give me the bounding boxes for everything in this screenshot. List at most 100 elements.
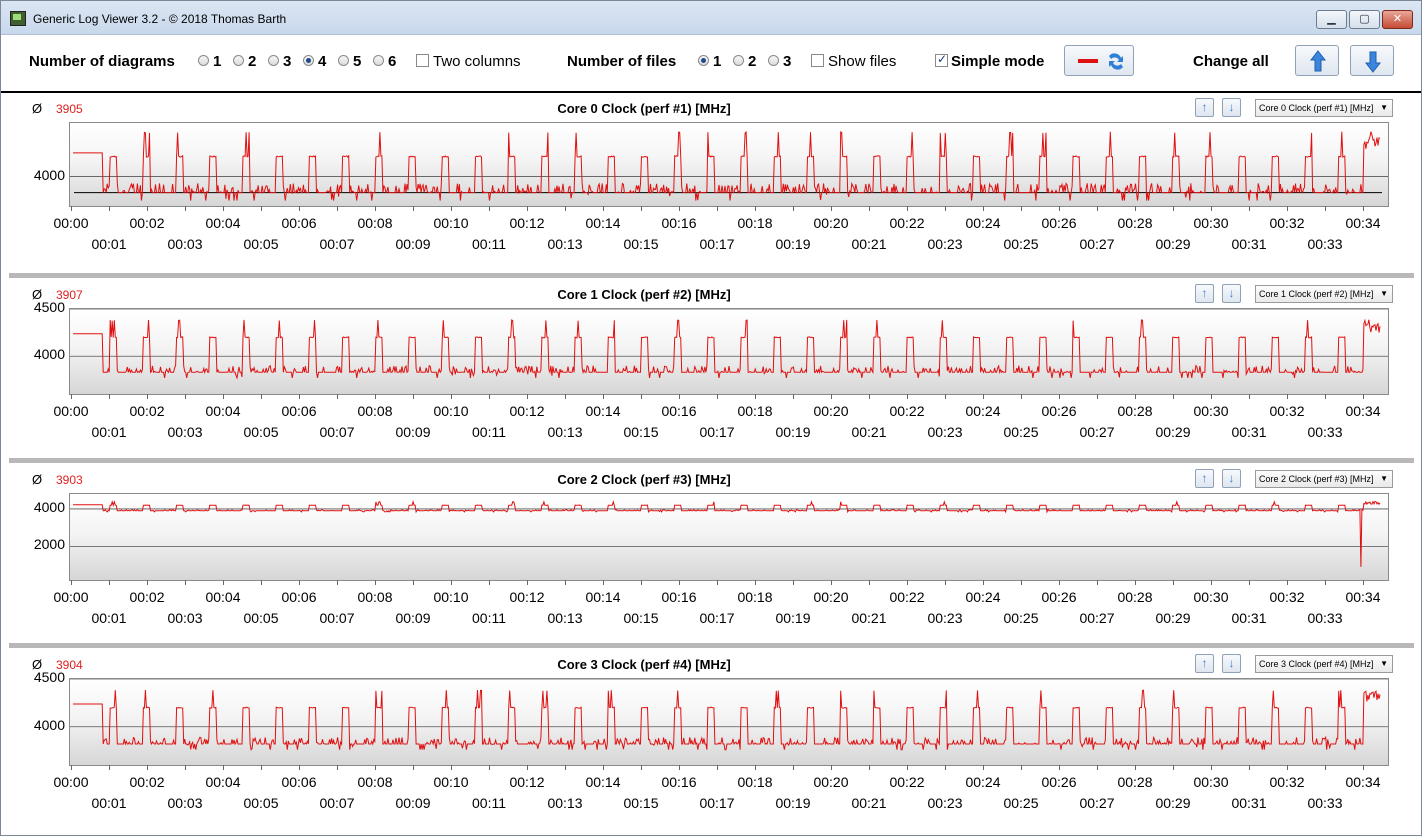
x-tick-label: 00:15 xyxy=(623,795,659,811)
files-radio-3[interactable] xyxy=(768,55,779,66)
plot-area[interactable] xyxy=(69,678,1389,766)
show-files-checkbox[interactable] xyxy=(811,54,824,67)
x-tick-label: 00:32 xyxy=(1269,403,1305,419)
x-tick xyxy=(983,206,984,211)
x-tick-label: 00:31 xyxy=(1231,795,1267,811)
x-tick-label: 00:05 xyxy=(243,610,279,626)
files-option-3[interactable]: 3 xyxy=(783,53,792,70)
diagrams-option-6[interactable]: 6 xyxy=(388,53,397,70)
x-tick xyxy=(983,394,984,399)
panel-down-button[interactable]: ↓ xyxy=(1222,654,1241,673)
files-radio-2[interactable] xyxy=(733,55,744,66)
line-swap-button[interactable] xyxy=(1064,45,1134,76)
diagrams-radio-6[interactable] xyxy=(373,55,384,66)
panel-down-button[interactable]: ↓ xyxy=(1222,98,1241,117)
two-columns-label[interactable]: Two columns xyxy=(433,53,521,70)
x-tick xyxy=(185,765,186,770)
move-all-down-button[interactable] xyxy=(1350,45,1394,76)
x-tick xyxy=(641,580,642,585)
x-tick xyxy=(413,580,414,585)
x-tick xyxy=(489,765,490,770)
x-tick xyxy=(109,394,110,399)
x-tick-label: 00:07 xyxy=(319,795,355,811)
x-tick xyxy=(983,765,984,770)
x-tick-label: 00:02 xyxy=(129,403,165,419)
x-tick xyxy=(109,765,110,770)
plot-area[interactable] xyxy=(69,122,1389,207)
average-value: 3903 xyxy=(56,473,83,487)
number-of-files-label: Number of files xyxy=(567,53,677,70)
diagrams-radio-1[interactable] xyxy=(198,55,209,66)
x-tick-label: 00:13 xyxy=(547,610,583,626)
files-option-1[interactable]: 1 xyxy=(713,53,722,70)
diagrams-option-4[interactable]: 4 xyxy=(318,53,327,70)
series-select[interactable]: Core 3 Clock (perf #4) [MHz] ▼ xyxy=(1255,655,1393,673)
x-tick-label: 00:17 xyxy=(699,424,735,440)
x-tick-label: 00:23 xyxy=(927,424,963,440)
x-tick-label: 00:17 xyxy=(699,236,735,252)
simple-mode-checkbox[interactable] xyxy=(935,52,948,67)
panel-down-button[interactable]: ↓ xyxy=(1222,284,1241,303)
panel-up-button[interactable]: ↑ xyxy=(1195,284,1214,303)
x-tick-label: 00:33 xyxy=(1307,610,1343,626)
diagrams-option-1[interactable]: 1 xyxy=(213,53,222,70)
x-tick xyxy=(1135,394,1136,399)
diagrams-option-2[interactable]: 2 xyxy=(248,53,257,70)
x-tick xyxy=(375,206,376,211)
plot-area[interactable] xyxy=(69,493,1389,581)
x-tick xyxy=(1325,580,1326,585)
close-button[interactable]: ✕ xyxy=(1382,10,1413,29)
x-tick-label: 00:21 xyxy=(851,424,887,440)
diagrams-radio-2[interactable] xyxy=(233,55,244,66)
x-tick-label: 00:04 xyxy=(205,403,241,419)
x-tick-label: 00:22 xyxy=(889,774,925,790)
move-all-up-button[interactable] xyxy=(1295,45,1339,76)
files-option-2[interactable]: 2 xyxy=(748,53,757,70)
x-tick-label: 00:30 xyxy=(1193,215,1229,231)
x-tick-label: 00:33 xyxy=(1307,795,1343,811)
plot-area[interactable] xyxy=(69,308,1389,395)
panel-splitter[interactable] xyxy=(9,643,1414,648)
diagrams-radio-5[interactable] xyxy=(338,55,349,66)
show-files-label[interactable]: Show files xyxy=(828,53,897,70)
title-bar[interactable]: Generic Log Viewer 3.2 - © 2018 Thomas B… xyxy=(1,1,1421,35)
x-tick-label: 00:18 xyxy=(737,774,773,790)
x-tick xyxy=(793,765,794,770)
diagrams-radio-4[interactable] xyxy=(303,55,314,66)
x-tick-label: 00:33 xyxy=(1307,424,1343,440)
x-tick-label: 00:29 xyxy=(1155,236,1191,252)
plot-svg xyxy=(70,500,1388,567)
maximize-button[interactable]: ▢ xyxy=(1349,10,1380,29)
diagrams-option-3[interactable]: 3 xyxy=(283,53,292,70)
x-tick-label: 00:04 xyxy=(205,589,241,605)
panel-up-button[interactable]: ↑ xyxy=(1195,654,1214,673)
minimize-button[interactable]: ▁ xyxy=(1316,10,1347,29)
panel-down-button[interactable]: ↓ xyxy=(1222,469,1241,488)
panel-splitter[interactable] xyxy=(9,458,1414,463)
x-tick-label: 00:13 xyxy=(547,795,583,811)
x-tick-label: 00:11 xyxy=(472,795,506,811)
x-tick xyxy=(679,765,680,770)
diagrams-option-5[interactable]: 5 xyxy=(353,53,362,70)
plot-svg xyxy=(70,679,1388,751)
two-columns-checkbox[interactable] xyxy=(416,54,429,67)
x-tick xyxy=(755,580,756,585)
diagrams-radio-3[interactable] xyxy=(268,55,279,66)
x-tick-label: 00:02 xyxy=(129,774,165,790)
x-tick-label: 00:27 xyxy=(1079,424,1115,440)
x-tick-label: 00:21 xyxy=(851,610,887,626)
panel-up-button[interactable]: ↑ xyxy=(1195,98,1214,117)
simple-mode-label[interactable]: Simple mode xyxy=(951,53,1045,70)
x-tick xyxy=(261,580,262,585)
panel-splitter[interactable] xyxy=(9,273,1414,278)
series-select[interactable]: Core 2 Clock (perf #3) [MHz] ▼ xyxy=(1255,470,1393,488)
x-tick-label: 00:30 xyxy=(1193,589,1229,605)
x-tick xyxy=(147,394,148,399)
series-select[interactable]: Core 1 Clock (perf #2) [MHz] ▼ xyxy=(1255,285,1393,303)
panel-up-button[interactable]: ↑ xyxy=(1195,469,1214,488)
x-tick xyxy=(71,206,72,211)
files-radio-1[interactable] xyxy=(698,55,709,66)
y-tick-label: 4500 xyxy=(33,299,65,315)
series-select[interactable]: Core 0 Clock (perf #1) [MHz] ▼ xyxy=(1255,99,1393,117)
x-tick-label: 00:11 xyxy=(472,610,506,626)
